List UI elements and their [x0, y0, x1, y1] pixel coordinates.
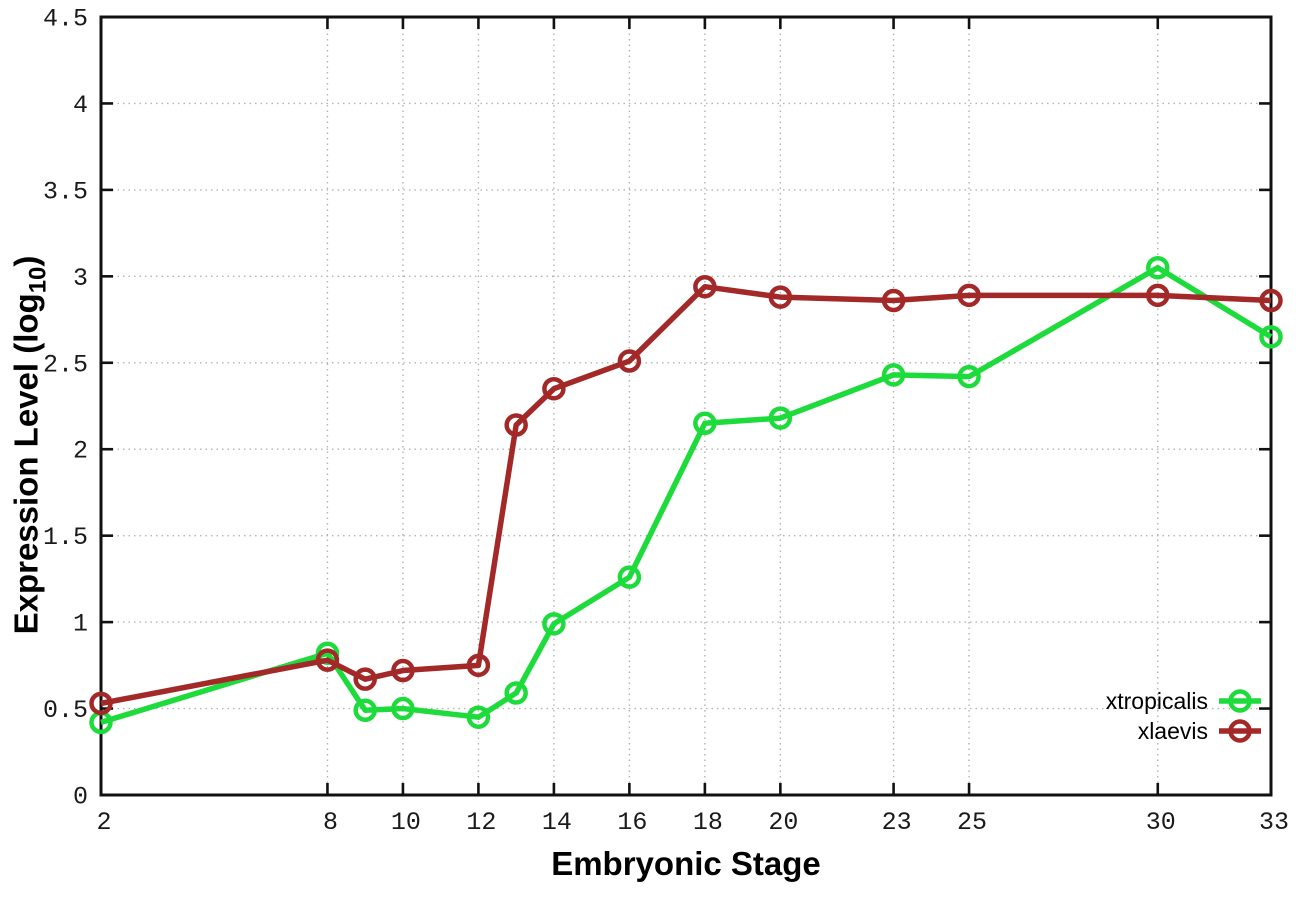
x-tick-label: 14 [542, 808, 572, 837]
data-point-xtropicalis-stage-25 [957, 364, 981, 389]
x-tick-label: 16 [617, 808, 647, 837]
legend: xtropicalis xlaevis [1106, 686, 1262, 746]
legend-label-xtropicalis: xtropicalis [1105, 687, 1208, 714]
x-tick-label: 18 [693, 808, 723, 837]
data-point-xlaevis-stage-25 [957, 283, 981, 308]
data-point-xtropicalis-stage-23 [881, 363, 906, 387]
data-point-xlaevis-stage-2 [89, 691, 113, 716]
x-tick-label: 12 [466, 808, 496, 837]
x-tick-label: 25 [957, 808, 987, 837]
legend-entry-xtropicalis: xtropicalis [1106, 686, 1262, 716]
data-point-xtropicalis-stage-16 [617, 565, 642, 589]
y-tick-label: 0 [73, 783, 88, 812]
plot-border [99, 15, 1273, 797]
data-point-xlaevis-stage-30 [1146, 283, 1170, 308]
y-tick-label: 2.5 [43, 350, 88, 379]
data-point-xlaevis-stage-10 [391, 658, 415, 683]
data-point-xlaevis-stage-18 [693, 274, 717, 299]
y-tick-label: 1.5 [43, 523, 88, 552]
legend-label-xlaevis: xlaevis [1137, 717, 1208, 744]
y-tick-label: 4.5 [43, 5, 88, 34]
data-point-xtropicalis-stage-12 [466, 705, 491, 729]
y-tick-label: 3.5 [43, 177, 88, 206]
x-tick-label: 30 [1146, 808, 1176, 837]
y-axis-title: Expression Level (log10) [8, 256, 53, 635]
data-point-xtropicalis-stage-18 [693, 411, 717, 436]
data-point-xtropicalis-stage-30 [1146, 255, 1170, 280]
x-tick-label: 8 [323, 808, 338, 837]
y-axis-title-subscript: 10 [24, 266, 52, 294]
data-point-xtropicalis-stage-10 [391, 696, 415, 721]
data-point-xtropicalis-stage-20 [768, 406, 793, 430]
y-tick-label: 3 [73, 264, 88, 293]
data-point-xtropicalis-stage-14 [542, 612, 566, 636]
y-tick-label: 0.5 [43, 696, 88, 725]
series-line-xtropicalis [100, 264, 1273, 726]
data-point-xlaevis-stage-16 [617, 349, 642, 373]
data-point-xlaevis-stage-33 [1259, 288, 1283, 313]
y-axis-title-text: Expression Level (log [7, 293, 45, 635]
legend-marker-xlaevis-icon [1219, 719, 1261, 743]
data-point-xtropicalis-stage-13 [504, 681, 528, 705]
data-point-xlaevis-stage-20 [768, 285, 793, 309]
data-point-xlaevis-stage-23 [881, 288, 906, 313]
y-tick-label: 2 [73, 437, 88, 466]
y-axis-title-suffix: ) [7, 255, 45, 267]
series-line-xlaevis [100, 283, 1272, 707]
legend-marker-xtropicalis-icon [1219, 689, 1261, 713]
x-tick-label: 23 [882, 808, 912, 837]
data-point-xlaevis-stage-13 [504, 413, 528, 437]
data-point-xtropicalis-stage-9 [353, 698, 377, 723]
x-tick-label: 2 [96, 808, 111, 837]
x-tick-label: 10 [391, 808, 421, 837]
data-point-xlaevis-stage-12 [466, 653, 491, 678]
x-axis-title: Embryonic Stage [551, 845, 821, 882]
x-tick-label: 20 [768, 808, 798, 837]
y-tick-label: 4 [73, 91, 88, 120]
data-point-xlaevis-stage-9 [353, 667, 377, 691]
data-point-xtropicalis-stage-33 [1259, 325, 1283, 349]
data-point-xlaevis-stage-14 [542, 376, 566, 401]
data-point-xlaevis-stage-8 [315, 648, 340, 672]
legend-entry-xlaevis: xlaevis [1138, 716, 1262, 746]
x-tick-label: 33 [1259, 808, 1289, 837]
y-tick-label: 1 [73, 610, 88, 639]
